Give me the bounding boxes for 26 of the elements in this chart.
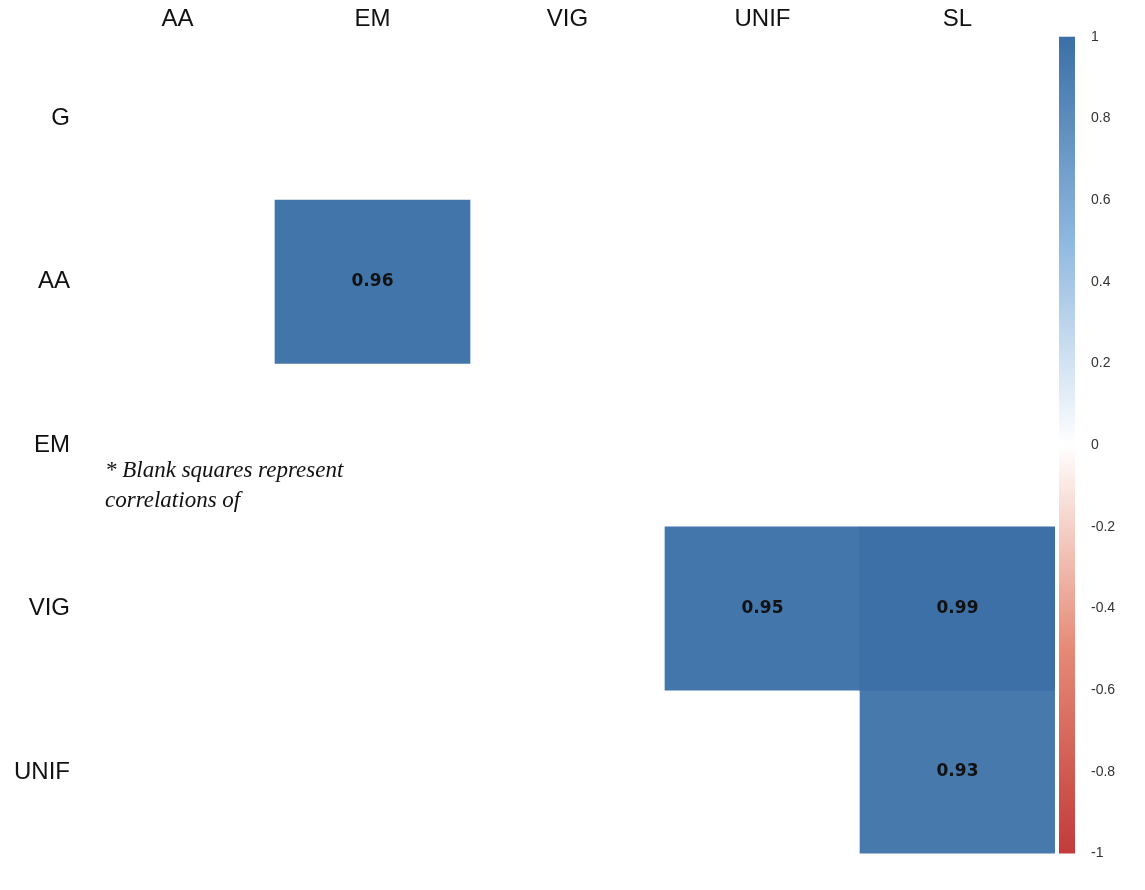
color-bar-label: 0.6: [1091, 191, 1111, 208]
data-label: 0.99: [936, 596, 979, 617]
annotation: * Blank squares represent correlations of: [105, 456, 345, 514]
y-tick-label: G: [51, 103, 70, 131]
color-bar-label: -1: [1091, 844, 1104, 861]
data-label: 0.95: [741, 596, 784, 617]
data-label: 0.96: [351, 270, 394, 291]
color-bar-label: 0.4: [1091, 272, 1111, 289]
data-label: 0.93: [936, 760, 979, 781]
y-tick-label: VIG: [28, 593, 70, 621]
x-tick-label: UNIF: [734, 4, 791, 32]
y-tick-label: UNIF: [13, 756, 70, 784]
color-bar-label: 1: [1091, 27, 1099, 44]
color-bar-label: 0.8: [1091, 109, 1111, 126]
color-bar-label: -0.4: [1091, 599, 1116, 616]
color-bar-label: -0.8: [1091, 762, 1116, 779]
y-tick-label: AA: [37, 266, 70, 294]
x-tick-label: SL: [942, 4, 973, 32]
color-bar-label: -0.6: [1091, 681, 1116, 698]
color-bar-label: -0.2: [1091, 517, 1116, 534]
color-bar-label: 0: [1091, 436, 1099, 453]
x-tick-label: EM: [354, 4, 391, 32]
x-tick-label: AA: [161, 4, 194, 32]
x-tick-label: VIG: [546, 4, 589, 32]
color-bar-label: 0.2: [1091, 354, 1111, 371]
y-tick-label: EM: [33, 429, 70, 457]
